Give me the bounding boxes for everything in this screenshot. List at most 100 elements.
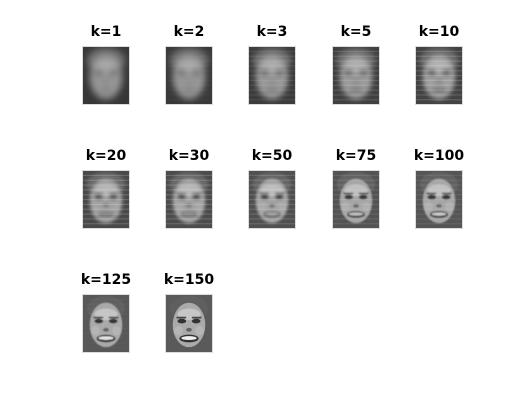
artifact-band (166, 99, 212, 100)
teeth (184, 89, 194, 91)
artifact-band (416, 70, 462, 72)
artifact-band (166, 65, 212, 66)
teeth (433, 89, 445, 92)
nose (103, 327, 109, 332)
artifact-band (416, 94, 462, 96)
right-cheek (278, 77, 287, 88)
nose (103, 79, 109, 84)
nose (269, 79, 275, 84)
left-eye (94, 318, 104, 324)
face-image (82, 170, 130, 229)
artifact-band (249, 94, 295, 96)
artifact-band (249, 189, 295, 191)
left-eye (177, 318, 187, 324)
left-eye (344, 70, 354, 76)
artifact-band (249, 79, 295, 82)
right-brow (108, 192, 119, 195)
artifact-band (416, 194, 462, 196)
left-eye (177, 194, 187, 200)
face-drawing (83, 171, 129, 228)
panel-title: k=100 (413, 148, 465, 164)
panel-title: k=75 (335, 148, 377, 164)
face-drawing (333, 171, 379, 228)
right-cheek (362, 77, 371, 88)
artifact-band (333, 84, 379, 86)
nose (186, 327, 192, 332)
right-brow (441, 68, 452, 71)
artifact-band (83, 342, 129, 343)
artifact-band (83, 223, 129, 225)
artifact-band (416, 99, 462, 101)
artifact-band (83, 174, 129, 177)
panel-title: k=3 (256, 24, 288, 40)
teeth (181, 336, 197, 341)
artifact-band (249, 84, 295, 86)
artifact-band (416, 184, 462, 186)
artifact-band (333, 89, 379, 91)
left-cheek (257, 77, 266, 88)
artifact-band (166, 223, 212, 225)
artifact-band (249, 65, 295, 67)
right-brow (274, 68, 285, 71)
right-eye (108, 70, 118, 76)
artifact-band (416, 199, 462, 201)
artifact-band (416, 55, 462, 57)
artifact-band (83, 347, 129, 348)
right-eye (274, 194, 284, 200)
artifact-band (333, 203, 379, 206)
left-cheek (91, 201, 100, 212)
artifact-band (83, 304, 129, 305)
artifact-band (249, 55, 295, 57)
artifact-band (83, 333, 129, 334)
face-drawing (83, 47, 129, 104)
artifact-band (333, 223, 379, 225)
artifact-band (166, 85, 212, 86)
artifact-band (249, 218, 295, 220)
artifact-band (333, 208, 379, 210)
teeth (265, 212, 279, 216)
left-brow (259, 192, 270, 195)
left-eye (260, 194, 270, 200)
artifact-band (83, 318, 129, 319)
artifact-band (416, 75, 462, 77)
panel-title: k=2 (173, 24, 205, 40)
artifact-band (166, 184, 212, 186)
nose (103, 203, 109, 208)
face-drawing (249, 171, 295, 228)
artifact-band (166, 179, 212, 181)
right-brow (358, 192, 369, 195)
mouth (99, 89, 113, 92)
left-eye (427, 194, 437, 200)
right-brow (274, 192, 285, 195)
left-brow (176, 316, 187, 319)
artifact-band (83, 313, 129, 314)
face-drawing (166, 47, 212, 104)
face-image (165, 170, 213, 229)
right-cheek (195, 201, 204, 212)
artifact-band (333, 184, 379, 186)
face-image (415, 170, 463, 229)
left-brow (93, 68, 104, 71)
artifact-band (416, 79, 462, 82)
left-brow (343, 68, 354, 71)
face-drawing (416, 47, 462, 104)
artifact-band (83, 184, 129, 186)
left-brow (343, 192, 354, 195)
right-cheek (445, 77, 454, 88)
artifact-band (166, 213, 212, 215)
artifact-band (83, 199, 129, 201)
left-brow (426, 192, 437, 195)
artifact-band (83, 338, 129, 339)
artifact-band (333, 75, 379, 77)
left-cheek (424, 201, 433, 212)
artifact-band (166, 90, 212, 91)
face-image (248, 170, 296, 229)
right-eye (108, 318, 118, 324)
right-brow (191, 68, 202, 71)
left-eye (177, 70, 187, 76)
artifact-band (83, 189, 129, 191)
right-eye (441, 194, 451, 200)
artifact-band (416, 203, 462, 206)
teeth (431, 212, 447, 216)
